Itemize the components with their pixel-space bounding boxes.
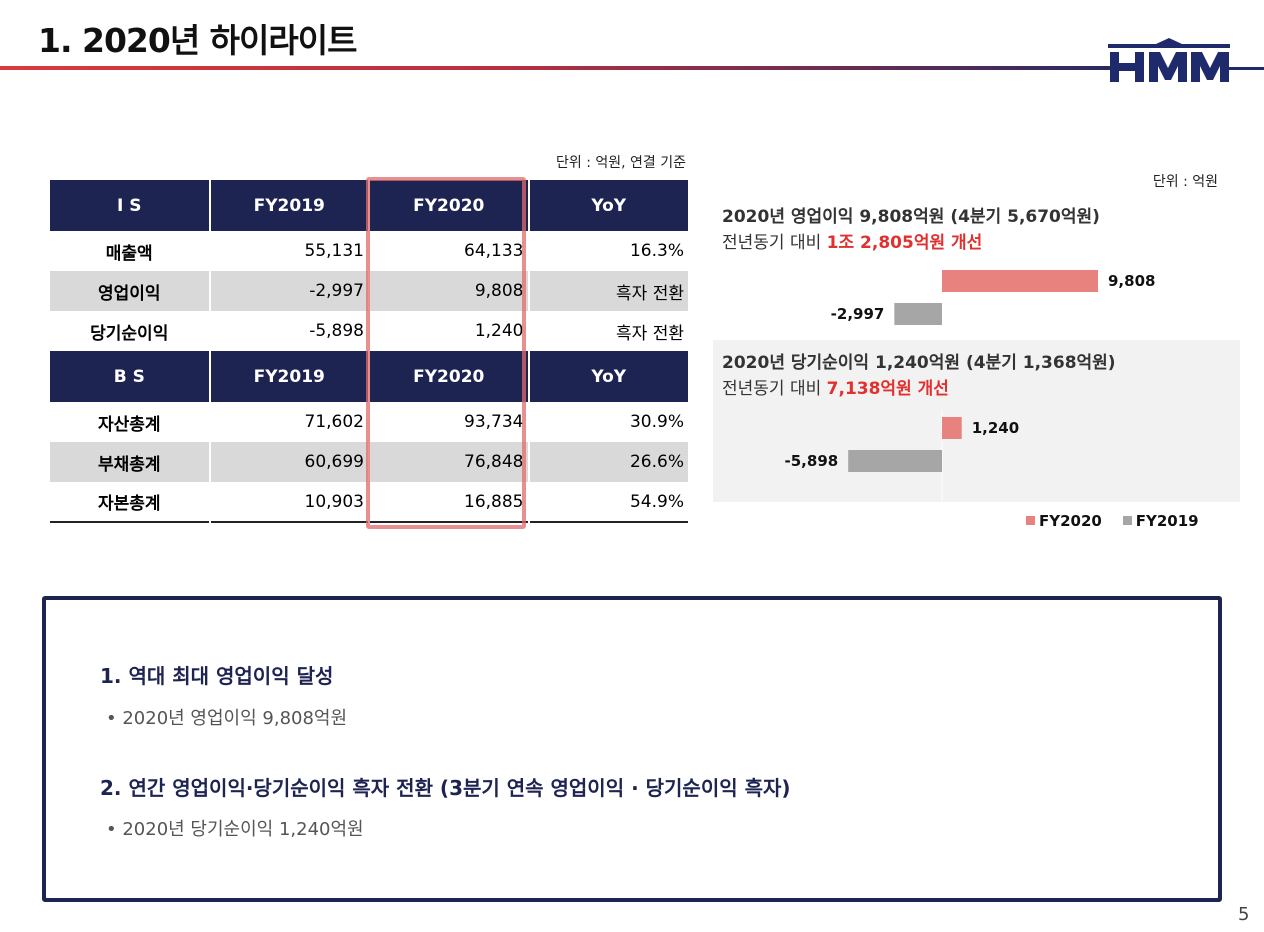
table-cell: 54.9% (527, 482, 688, 522)
net-income-title: 2020년 당기순이익 1,240억원 (4분기 1,368억원) (722, 353, 1116, 373)
table-cell: -5,898 (208, 311, 369, 351)
table-cell: 60,699 (208, 442, 369, 482)
table-cell: -2,997 (208, 271, 369, 311)
hmm-logo (1108, 38, 1230, 82)
financial-table: I S FY2019 FY2020 YoY 매출액 55,131 64,133 … (50, 180, 688, 523)
table-cell: 71,602 (208, 402, 369, 442)
op-profit-title: 2020년 영업이익 9,808억원 (4분기 5,670억원) (722, 207, 1100, 227)
table-cell: 흑자 전환 (527, 271, 688, 311)
table-header-cell: B S (50, 351, 210, 402)
net-sub-highlight: 7,138억원 개선 (826, 379, 949, 399)
net-income-panel-bg (713, 340, 1240, 502)
bs-header-row: B S FY2019 FY2020 YoY (50, 351, 688, 402)
bar-fy2019-1 (848, 450, 942, 472)
table-cell: 64,133 (368, 231, 529, 271)
legend-swatch-fy2019 (1122, 516, 1132, 525)
bar-fy2019-0 (894, 303, 942, 325)
table-cell: 26.6% (527, 442, 688, 482)
table-row: 당기순이익 -5,898 1,240 흑자 전환 (50, 311, 688, 351)
table-unit-label: 단위 : 억원, 연결 기준 (555, 155, 686, 171)
table-cell: 16,885 (368, 482, 529, 522)
legend-swatch-fy2020 (1026, 516, 1035, 525)
table-cell: 흑자 전환 (527, 311, 688, 351)
row-label: 부채총계 (50, 442, 210, 482)
summary-detail-1: • 2020년 영업이익 9,808억원 (106, 708, 348, 729)
bar-label-fy2020-0: 9,808 (1108, 272, 1155, 290)
bar-label-fy2020-1: 1,240 (972, 419, 1019, 437)
row-label: 당기순이익 (90, 323, 169, 344)
table-cell: 76,848 (368, 442, 529, 482)
table-row: 자본총계 10,903 16,885 54.9% (50, 482, 688, 522)
chart-legend: FY2020 FY2019 (1026, 512, 1199, 530)
table-cell: 10,903 (208, 482, 369, 522)
row-label: 자본총계 (97, 494, 161, 514)
bar-label-fy2019-0: -2,997 (831, 305, 885, 323)
op-sub-prefix: 전년동기 대비 (722, 233, 827, 253)
net-sub-prefix: 전년동기 대비 (722, 379, 827, 399)
page-number: 5 (1238, 904, 1250, 925)
table-cell: 55,131 (208, 231, 369, 271)
table-row: 매출액 55,131 64,133 16.3% (50, 231, 688, 271)
row-label: 영업이익 (50, 271, 210, 311)
legend-label-fy2019: FY2019 (1135, 512, 1199, 530)
summary-detail-2: • 2020년 당기순이익 1,240억원 (106, 819, 364, 840)
chart-unit-label: 단위 : 억원 (1152, 174, 1218, 190)
bar-fy2020-1 (942, 417, 962, 439)
row-label: 매출액 (105, 243, 153, 264)
op-profit-subtitle: 전년동기 대비 1조 2,805억원 개선 (722, 228, 982, 253)
table-row: 자산총계 71,602 93,734 30.9% (50, 402, 688, 442)
legend-label-fy2020: FY2020 (1039, 512, 1102, 530)
profit-bar-chart: 9,808 1,240 -2,997 -5,898 (785, 270, 1155, 502)
table-header-cell: YoY (527, 351, 688, 402)
net-income-subtitle: 전년동기 대비 7,138억원 개선 (722, 374, 949, 399)
summary-heading-2: 2. 연간 영업이익·당기순이익 흑자 전환 (3분기 연속 영업이익 · 당기… (100, 776, 791, 800)
fy2020-highlight-box (366, 177, 526, 529)
table-header-cell: FY2020 (368, 180, 529, 231)
summary-box (42, 596, 1222, 902)
table-header-cell: FY2020 (368, 351, 529, 402)
op-sub-highlight: 1조 2,805억원 개선 (826, 233, 983, 253)
table-cell: 93,734 (368, 402, 529, 442)
table-header-cell: YoY (527, 180, 688, 231)
header-divider (0, 66, 1110, 70)
table-header-cell: I S (50, 180, 210, 231)
is-header-row: I S FY2019 FY2020 YoY (50, 180, 688, 231)
row-label: 자산총계 (97, 414, 161, 435)
table-cell: 1,240 (368, 311, 529, 351)
table-row: 부채총계 60,699 76,848 26.6% (50, 442, 688, 482)
table-cell: 30.9% (527, 402, 688, 442)
bar-label-fy2019-1: -5,898 (785, 452, 839, 470)
table-cell: 9,808 (368, 271, 529, 311)
page-title: 1. 2020년 하이라이트 (38, 21, 357, 60)
bar-fy2020-0 (942, 270, 1098, 292)
table-header-cell: FY2019 (208, 180, 369, 231)
summary-heading-1: 1. 역대 최대 영업이익 달성 (100, 664, 334, 688)
table-header-cell: FY2019 (208, 351, 369, 402)
table-row: 영업이익 -2,997 9,808 흑자 전환 (50, 271, 688, 311)
table-cell: 16.3% (527, 231, 688, 271)
header-divider-right (1228, 67, 1264, 70)
